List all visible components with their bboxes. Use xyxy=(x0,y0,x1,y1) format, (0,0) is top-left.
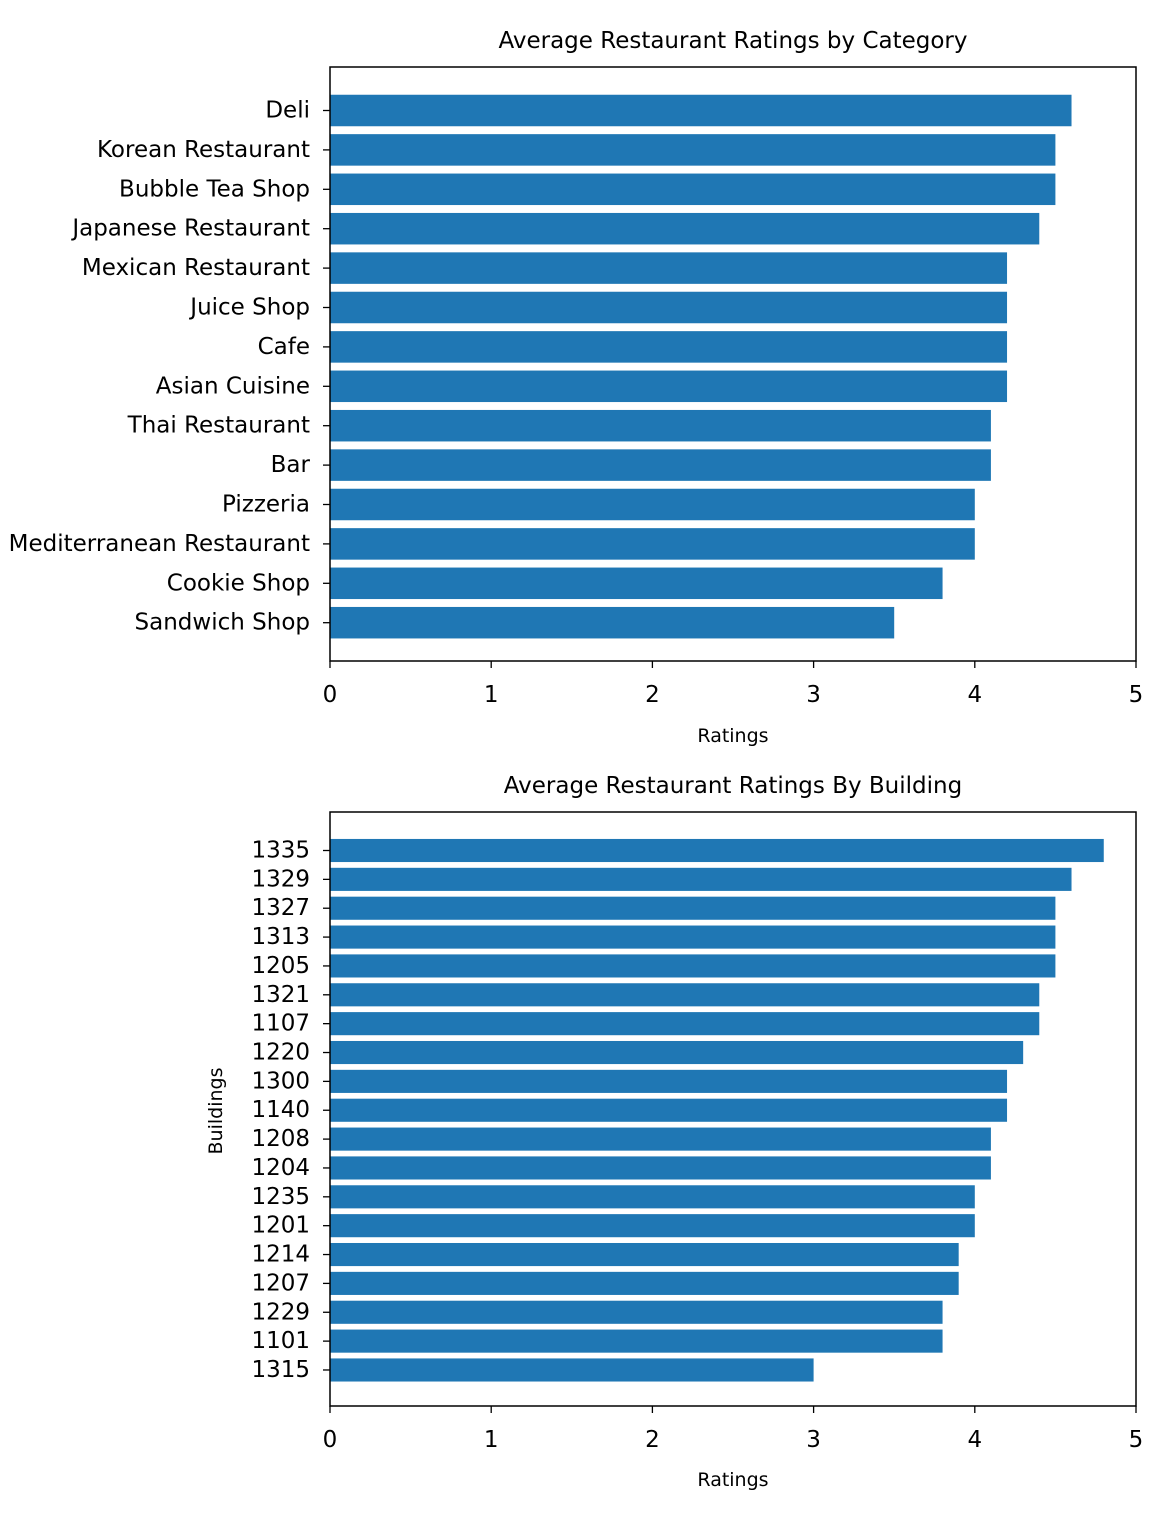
bar xyxy=(330,94,1072,127)
y-axis-label: Buildings xyxy=(205,1068,227,1155)
x-axis-label: Ratings xyxy=(697,725,768,747)
bar xyxy=(330,896,1056,920)
bar xyxy=(330,925,1056,949)
x-tick-label: 5 xyxy=(1129,682,1144,708)
plot-frame xyxy=(329,66,1137,662)
bar xyxy=(330,954,1056,978)
bar xyxy=(330,488,975,521)
x-tick-label: 1 xyxy=(484,1427,499,1453)
y-tick-label: Juice Shop xyxy=(188,295,310,321)
y-tick-label: 1235 xyxy=(251,1184,310,1210)
y-tick-label: Cafe xyxy=(258,334,310,360)
y-tick-label: 1140 xyxy=(251,1097,310,1123)
y-tick-label: Bar xyxy=(271,452,311,478)
plot-frame xyxy=(329,811,1137,1407)
x-tick-label: 2 xyxy=(645,1427,660,1453)
x-tick-label: 2 xyxy=(645,682,660,708)
x-tick-label: 3 xyxy=(806,682,821,708)
x-tick-label: 4 xyxy=(967,1427,982,1453)
bar xyxy=(330,567,943,600)
bar xyxy=(330,449,991,481)
bar xyxy=(330,528,975,560)
bar xyxy=(330,1329,943,1353)
y-tick-label: Cookie Shop xyxy=(167,570,310,596)
x-tick-label: 5 xyxy=(1129,1427,1144,1453)
y-tick-label: 1329 xyxy=(251,866,310,892)
y-tick-label: Deli xyxy=(265,98,310,124)
y-tick-label: Mexican Restaurant xyxy=(82,255,310,281)
y-tick-label: 1335 xyxy=(251,838,310,864)
y-tick-label: Sandwich Shop xyxy=(135,610,310,636)
y-tick-label: 1327 xyxy=(251,895,310,921)
y-tick-label: 1229 xyxy=(251,1299,310,1325)
bar xyxy=(330,606,895,639)
bar xyxy=(330,291,1008,324)
bar xyxy=(330,1185,975,1209)
bar xyxy=(330,370,1008,403)
bar xyxy=(330,1358,814,1382)
y-tick-label: Japanese Restaurant xyxy=(70,216,310,242)
x-tick-label: 1 xyxy=(484,682,499,708)
y-tick-label: Mediterranean Restaurant xyxy=(9,531,310,557)
bar xyxy=(330,983,1040,1007)
y-tick-label: 1204 xyxy=(251,1155,310,1181)
y-tick-label: 1300 xyxy=(251,1068,310,1094)
bar xyxy=(330,331,1008,363)
x-tick-labels: 0 1 2 3 4 5 xyxy=(323,661,1144,708)
y-tick-label: 1321 xyxy=(251,982,310,1008)
chart-title: Average Restaurant Ratings By Building xyxy=(504,773,962,799)
bar xyxy=(330,173,1056,206)
bar xyxy=(330,252,1008,284)
x-tick-label: 0 xyxy=(323,682,338,708)
category-ratings-chart: Average Restaurant Ratings by Category D… xyxy=(9,28,1144,747)
y-tick-label: 1101 xyxy=(251,1328,310,1354)
y-tick-label: 1205 xyxy=(251,953,310,979)
y-tick-label: 1220 xyxy=(251,1040,310,1066)
y-tick-label: 1315 xyxy=(251,1357,310,1383)
y-tick-labels: Deli Korean Restaurant Bubble Tea Shop Japa… xyxy=(9,98,330,636)
bar xyxy=(330,1069,1008,1093)
bar xyxy=(330,867,1072,891)
y-tick-label: Thai Restaurant xyxy=(127,413,310,439)
y-tick-label: 1208 xyxy=(251,1126,310,1152)
y-tick-label: Asian Cuisine xyxy=(156,373,310,399)
bar-group xyxy=(330,94,1072,639)
y-tick-label: Bubble Tea Shop xyxy=(119,176,310,202)
y-tick-label: Pizzeria xyxy=(222,492,310,518)
y-tick-label: Korean Restaurant xyxy=(97,137,310,163)
bar xyxy=(330,1040,1024,1065)
bar xyxy=(330,134,1056,166)
building-ratings-chart: Average Restaurant Ratings By Building 1… xyxy=(205,773,1143,1491)
bar xyxy=(330,1300,943,1324)
y-tick-label: 1207 xyxy=(251,1270,310,1296)
x-tick-label: 3 xyxy=(806,1427,821,1453)
y-tick-label: 1313 xyxy=(251,924,310,950)
bar xyxy=(330,1271,959,1295)
bar xyxy=(330,1242,959,1267)
bar xyxy=(330,212,1040,245)
bar xyxy=(330,1214,975,1238)
bar xyxy=(330,409,991,442)
x-axis-label: Ratings xyxy=(697,1469,768,1491)
chart-title: Average Restaurant Ratings by Category xyxy=(498,28,967,54)
bar xyxy=(330,1156,991,1180)
y-tick-label: 1107 xyxy=(251,1011,310,1037)
bar-group xyxy=(330,838,1104,1382)
x-tick-label: 0 xyxy=(323,1427,338,1453)
y-tick-label: 1214 xyxy=(251,1242,310,1268)
bar xyxy=(330,838,1104,863)
bar xyxy=(330,1098,1008,1122)
x-tick-label: 4 xyxy=(967,682,982,708)
bar xyxy=(330,1127,991,1151)
bar xyxy=(330,1012,1040,1036)
y-tick-label: 1201 xyxy=(251,1213,310,1239)
x-tick-labels: 0 1 2 3 4 5 xyxy=(323,1406,1144,1453)
